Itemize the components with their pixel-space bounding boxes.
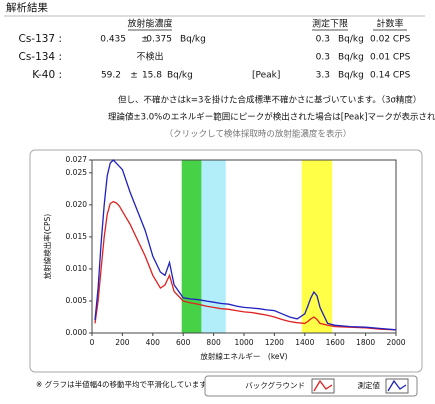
x-tick-label: 1400 [295,338,314,347]
value: 0.435 [100,35,126,45]
legend-swatch [387,379,407,392]
y-tick-label: 0.025 [66,168,88,177]
x-tick-label: 800 [206,338,221,347]
y-tick-label: 0.005 [66,296,88,305]
status: 不検出 [136,51,163,63]
rate: 0.01 CPS [370,53,411,63]
rate: 0.02 CPS [370,35,411,45]
legend [204,375,418,397]
unit: Bq/kg [338,71,364,81]
x-tick-label: 1800 [356,338,375,347]
nuclide: Cs-134 : [18,51,62,63]
nuclide: Cs-137 : [18,33,62,45]
note: 但し、不確かさはk=3を掛けた合成標準不確かさに基づいています。（3σ精度） [118,95,421,106]
legend-label: バックグラウンド [245,380,305,390]
legend-swatch [313,379,333,392]
y-tick-label: 0.020 [66,200,88,209]
x-tick-label: 1000 [234,338,253,347]
energy-band [301,160,333,333]
note: 理論値±3.0%のエネルギー範囲にピークが検出された場合は[Peak]マークが表… [108,112,435,123]
unit: Bq/kg [338,53,364,63]
y-tick-label: 0.010 [66,264,88,273]
x-tick-label: 1600 [326,338,345,347]
section-title: 解析結果 [6,1,48,14]
energy-band [181,160,202,333]
x-tick-label: 2000 [386,338,405,347]
concentration-link[interactable]: （クリックして検体採取時の放射能濃度を表示） [165,129,352,140]
unit: Bq/kg [167,71,193,81]
chart: 0.000 0.005 0.010 0.015 0.020 0.025 0.027 0 200 4… [42,155,406,361]
plus-minus: ± [130,71,138,81]
y-tick-label: 0.000 [66,328,88,337]
x-tick-label: 400 [146,338,161,347]
value: 59.2 [101,71,121,81]
nuclide: K-40 : [32,69,62,81]
y-tick-label: 0.015 [66,232,88,241]
x-tick-label: 1200 [265,338,284,347]
column-header: 測定下限 [312,18,348,30]
legend-items: バックグラウンド 測定値 [245,378,409,394]
legend-label: 測定値 [358,380,381,390]
error: 0.375 [146,35,172,45]
footnote: ※ グラフは半値幅4の移動平均で平滑化しています [36,379,207,389]
x-tick-label: 200 [115,338,130,347]
unit: Bq/kg [180,35,206,45]
column-header: 放射能濃度 [127,18,172,30]
limit: 0.3 [316,53,330,63]
limit: 0.3 [316,35,330,45]
limit: 3.3 [316,71,330,81]
series-line [94,159,397,331]
column-header: 計数率 [376,18,403,30]
plus-minus: ± [141,35,149,45]
error: 15.8 [142,71,162,81]
x-tick-label: 600 [176,338,191,347]
x-axis-label: 放射線エネルギー (keV) [200,351,287,361]
y-axis-label: 放射線検出率(CPS) [42,214,52,279]
rate: 0.14 CPS [370,71,411,81]
x-tick-label: 0 [90,338,95,347]
y-tick-label: 0.027 [66,155,88,164]
series-line [94,200,397,331]
unit: Bq/kg [338,35,364,45]
peak-mark: [Peak] [252,71,280,81]
